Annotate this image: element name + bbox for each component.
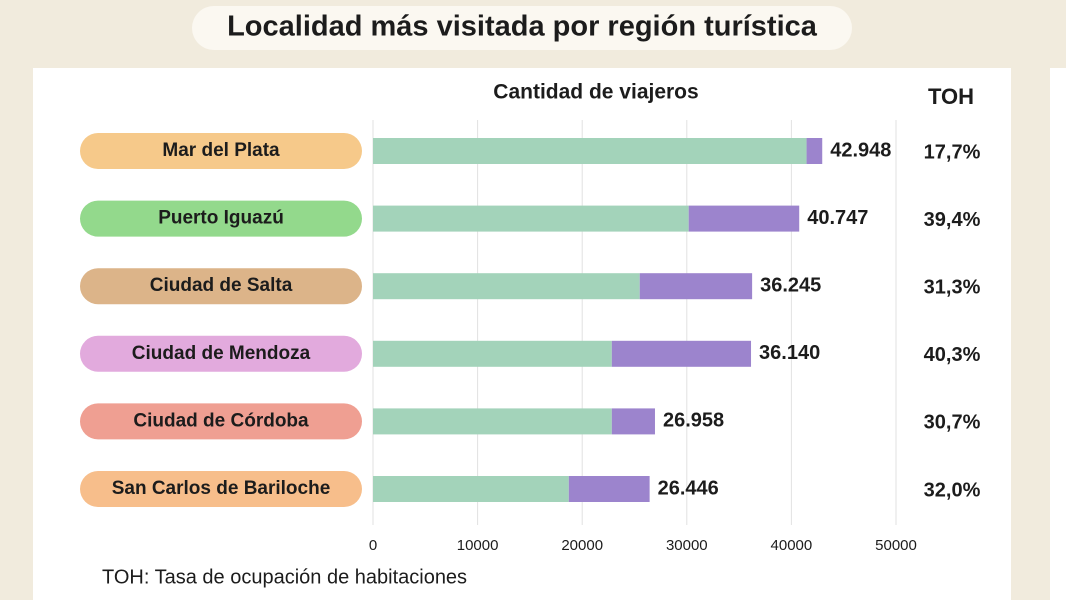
title-pill <box>192 6 852 50</box>
category-pill <box>80 133 362 169</box>
subtitle: Cantidad de viajeros <box>493 81 698 104</box>
category-label: San Carlos de Bariloche <box>112 478 331 499</box>
toh-label: 39,4% <box>924 209 981 231</box>
bar-segment <box>568 476 650 502</box>
x-tick-label: 50000 <box>875 537 917 554</box>
bar-segment <box>373 205 689 232</box>
category-pill <box>80 268 362 305</box>
category-pill <box>80 200 362 237</box>
bar-segment <box>806 138 823 164</box>
total-label: 26.958 <box>663 410 724 432</box>
x-tick-label: 30000 <box>666 537 708 554</box>
footnote: TOH: Tasa de ocupación de habitaciones <box>102 566 467 588</box>
bar-segment <box>373 408 612 435</box>
x-tick-label: 20000 <box>561 537 603 554</box>
total-label: 26.446 <box>658 477 719 499</box>
chart-title: Localidad más visitada por región turíst… <box>227 11 818 43</box>
bar-segment <box>611 408 655 435</box>
category-pill <box>80 471 362 507</box>
toh-title: TOH <box>928 84 974 109</box>
category-label: Ciudad de Mendoza <box>132 343 311 364</box>
x-tick-label: 40000 <box>771 537 813 554</box>
toh-label: 30,7% <box>924 412 981 434</box>
bar-segment <box>373 273 640 300</box>
bar-segment <box>373 340 612 367</box>
bar-segment <box>611 340 752 367</box>
category-pill <box>80 403 362 440</box>
toh-label: 31,3% <box>924 276 981 298</box>
x-tick-label: 0 <box>369 537 377 554</box>
toh-label: 40,3% <box>924 344 981 366</box>
category-label: Ciudad de Córdoba <box>133 410 309 431</box>
total-label: 36.245 <box>760 274 821 296</box>
bar-segment <box>373 476 569 502</box>
bar-segment <box>688 205 800 232</box>
total-label: 40.747 <box>807 207 868 229</box>
category-label: Puerto Iguazú <box>158 208 284 229</box>
toh-label: 32,0% <box>924 479 981 501</box>
bar-segment <box>639 273 753 300</box>
total-label: 42.948 <box>830 139 891 161</box>
category-label: Mar del Plata <box>162 140 280 161</box>
side-panel <box>1050 68 1066 600</box>
x-tick-label: 10000 <box>457 537 499 554</box>
category-label: Ciudad de Salta <box>150 275 293 296</box>
category-pill <box>80 335 362 372</box>
bar-segment <box>373 138 807 164</box>
total-label: 36.140 <box>759 342 820 364</box>
toh-label: 17,7% <box>924 141 981 163</box>
